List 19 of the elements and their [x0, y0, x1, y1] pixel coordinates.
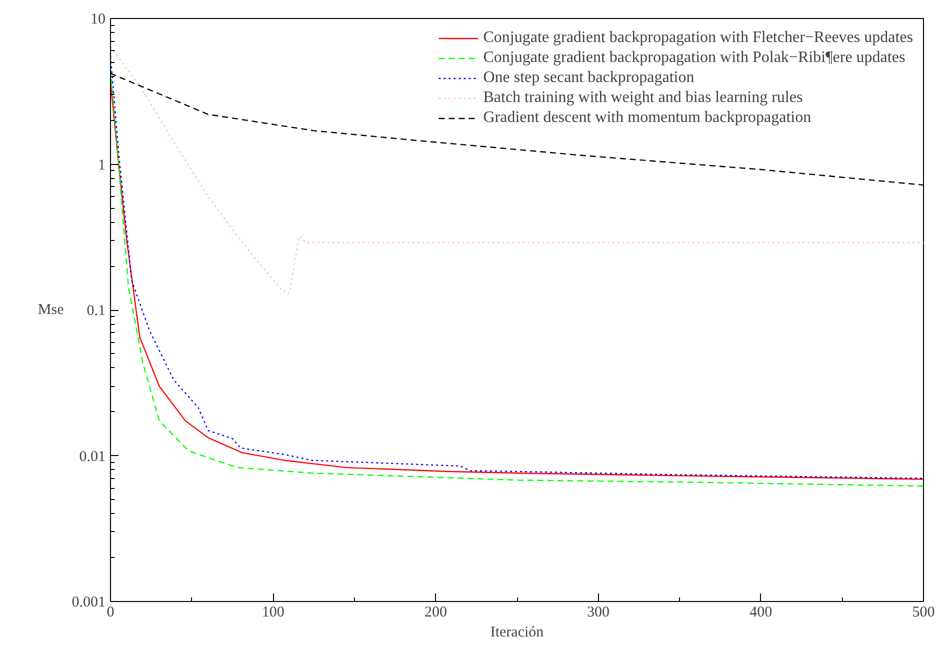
y-tick-label: 0.01 — [79, 448, 106, 465]
legend-label: Conjugate gradient backpropagation with Polak−Ribi¶ere updates — [483, 49, 906, 67]
line-series — [110, 46, 924, 294]
y-tick-label: 1 — [98, 157, 106, 174]
legend-label: One step secant backpropagation — [483, 69, 694, 87]
x-tick-label: 400 — [750, 604, 772, 620]
x-tick-label: 300 — [587, 604, 610, 620]
y-tick-label: 0.1 — [86, 303, 106, 319]
x-tick-label: 100 — [262, 604, 284, 620]
y-tick-label: 0.001 — [72, 594, 106, 610]
legend-label: Gradient descent with momentum backpropagation — [483, 109, 812, 127]
x-tick-label: 500 — [912, 604, 935, 620]
x-axis-title: Iteración — [490, 624, 544, 640]
legend-label: Conjugate gradient backpropagation with Fletcher−Reeves updates — [483, 29, 913, 47]
x-tick-label: 200 — [424, 604, 447, 620]
y-tick-label: 10 — [90, 12, 106, 28]
legend-label: Batch training with weight and bias learning rules — [483, 89, 803, 107]
y-axis-title: Mse — [38, 302, 64, 318]
x-tick-label: 0 — [106, 604, 114, 620]
